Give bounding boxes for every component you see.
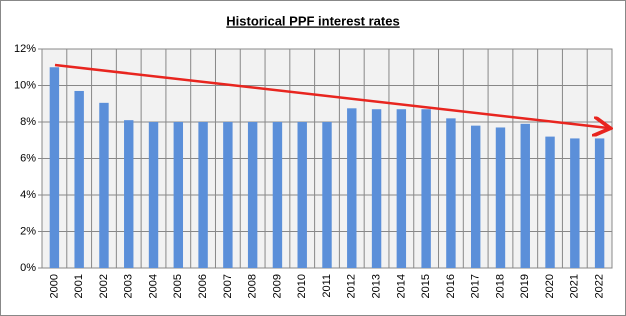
x-tick-label: 2014 [395,274,407,298]
bar [446,118,456,268]
bar [470,125,481,269]
x-tick-label: 2020 [544,274,556,298]
x-tick-label: 2004 [147,274,159,298]
bar [272,122,283,268]
y-tick-label: 0% [20,262,36,274]
bar [173,122,184,268]
x-tick-label: 2012 [346,274,358,298]
bar [297,122,307,268]
bar [49,67,60,268]
x-tick-label: 2017 [470,274,482,298]
bar [148,122,159,268]
trend-arrow [54,63,608,128]
bar [396,109,407,268]
bar [495,127,506,268]
bar [223,122,233,268]
y-tick-label: 2% [20,225,36,237]
x-tick-label: 2001 [73,274,85,298]
y-tick-label: 8% [20,116,36,128]
bar [421,109,431,268]
x-tick-label: 2022 [594,274,606,298]
x-tick-label: 2006 [197,274,209,298]
y-tick-label: 12% [14,43,36,55]
x-tick-label: 2007 [222,274,234,298]
bar [74,90,84,268]
plot-layer: 0% 2% 4% 6% 8% 10% 12% 2000 2001 2002 2003 2004 2005… [14,43,612,298]
bar [198,122,208,268]
y-tick-label: 10% [14,79,36,91]
bar [322,122,332,268]
x-tick-label: 2016 [445,274,457,298]
x-tick-label: 2010 [296,274,308,298]
x-tick-label: 2019 [519,274,531,298]
bar [347,108,357,268]
chart-title: Historical PPF interest rates [226,13,399,28]
bar [124,120,134,268]
y-tick-label: 4% [20,189,36,201]
x-tick-label: 2015 [420,274,432,298]
x-tick-label: 2000 [48,274,60,298]
x-tick-label: 2013 [370,274,382,298]
x-tick-label: 2009 [271,274,283,298]
bar [570,138,580,268]
x-tick-label: 2005 [172,274,184,298]
bar [247,122,258,268]
bar [520,123,530,268]
x-tick-label: 2003 [123,274,135,298]
y-tick-label: 6% [20,152,36,164]
x-tick-label: 2018 [494,274,506,298]
bar [545,136,555,268]
x-tick-label: 2011 [321,274,333,298]
bar [594,138,605,268]
bar [371,109,382,268]
bar [99,102,109,269]
x-tick-label: 2002 [98,274,110,298]
x-tick-label: 2008 [247,274,259,298]
x-tick-label: 2021 [569,274,581,298]
